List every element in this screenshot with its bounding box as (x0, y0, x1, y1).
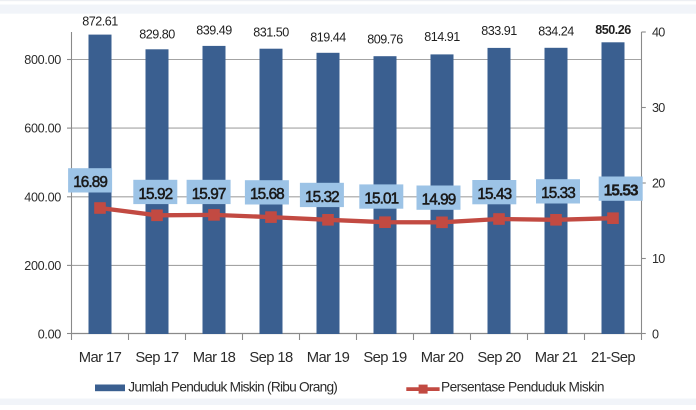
svg-text:Mar 19: Mar 19 (307, 350, 350, 366)
svg-text:15.32: 15.32 (305, 189, 339, 206)
svg-text:15.92: 15.92 (138, 186, 172, 203)
svg-text:Mar 20: Mar 20 (421, 350, 464, 366)
svg-text:15.01: 15.01 (364, 191, 398, 208)
svg-text:800.00: 800.00 (24, 53, 61, 67)
svg-text:21-Sep: 21-Sep (591, 350, 635, 366)
svg-text:15.53: 15.53 (604, 183, 638, 200)
svg-text:Persentase Penduduk Miskin: Persentase Penduduk Miskin (441, 379, 604, 394)
svg-text:850.26: 850.26 (595, 23, 631, 37)
svg-text:839.49: 839.49 (196, 24, 232, 38)
svg-text:15.43: 15.43 (477, 186, 511, 203)
svg-text:834.24: 834.24 (538, 25, 574, 39)
svg-text:200.00: 200.00 (24, 259, 61, 273)
svg-text:Sep 18: Sep 18 (249, 350, 293, 366)
svg-text:14.99: 14.99 (422, 192, 456, 209)
svg-text:Mar 18: Mar 18 (193, 350, 236, 366)
svg-text:829.80: 829.80 (139, 28, 175, 42)
svg-text:809.76: 809.76 (367, 32, 403, 46)
svg-text:15.68: 15.68 (250, 186, 284, 203)
svg-text:833.91: 833.91 (481, 24, 517, 38)
svg-text:872.61: 872.61 (82, 15, 118, 29)
svg-text:Mar 17: Mar 17 (79, 350, 122, 366)
svg-text:30: 30 (652, 101, 665, 115)
svg-text:819.44: 819.44 (310, 31, 346, 45)
svg-text:Jumlah Penduduk Miskin (Ribu O: Jumlah Penduduk Miskin (Ribu Orang) (128, 379, 337, 394)
svg-text:400.00: 400.00 (24, 190, 61, 204)
svg-text:40: 40 (652, 26, 665, 40)
svg-text:600.00: 600.00 (24, 122, 61, 136)
svg-text:831.50: 831.50 (253, 25, 289, 39)
svg-text:Mar 21: Mar 21 (535, 350, 578, 366)
svg-text:16.89: 16.89 (73, 174, 107, 191)
svg-text:15.97: 15.97 (192, 186, 226, 203)
svg-text:15.33: 15.33 (541, 185, 575, 202)
svg-text:20: 20 (652, 177, 665, 191)
svg-text:Sep 20: Sep 20 (477, 350, 521, 366)
svg-text:0.00: 0.00 (38, 328, 62, 342)
svg-text:Sep 19: Sep 19 (363, 350, 407, 366)
svg-text:Sep 17: Sep 17 (135, 350, 179, 366)
svg-text:0: 0 (652, 328, 659, 342)
svg-text:10: 10 (652, 252, 665, 266)
svg-text:814.91: 814.91 (424, 30, 460, 44)
